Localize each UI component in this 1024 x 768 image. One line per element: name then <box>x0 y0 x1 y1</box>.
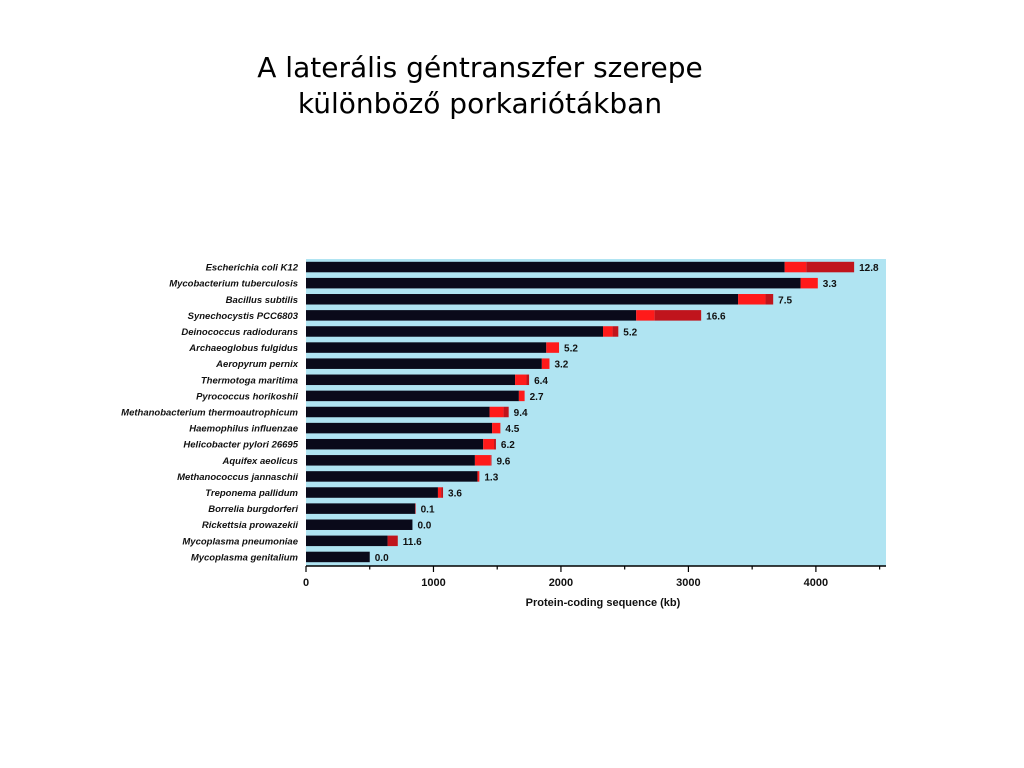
category-label: Mycobacterium tuberculosis <box>169 279 298 290</box>
bar-segment-3-16 <box>415 503 416 514</box>
category-label: Escherichia coli K12 <box>206 263 299 274</box>
category-label: Rickettsia prowazekii <box>202 520 298 531</box>
bar-segment-2-11 <box>492 423 500 434</box>
data-label: 12.8 <box>859 263 879 274</box>
x-tick-label: 0 <box>303 577 309 589</box>
category-label: Haemophilus influenzae <box>189 424 298 435</box>
data-label: 0.1 <box>421 505 435 516</box>
bar-segment-3-15 <box>441 487 443 498</box>
bar-segment-1-10 <box>306 407 490 418</box>
bar-segment-2-9 <box>519 391 525 402</box>
data-label: 0.0 <box>375 553 389 564</box>
bar-segment-1-15 <box>306 487 438 498</box>
bar-segment-2-12 <box>483 439 494 450</box>
x-axis-ticks: 0 1000 2000 3000 4000 <box>303 566 880 589</box>
x-axis-label: Protein-coding sequence (kb) <box>526 597 681 609</box>
bar-segment-2-8 <box>515 375 526 386</box>
bar-segment-1-3 <box>306 294 738 305</box>
data-label: 9.6 <box>496 456 510 467</box>
data-label: 6.4 <box>534 376 548 387</box>
bar-segment-1-18 <box>306 536 388 547</box>
bar-segment-3-5 <box>613 326 619 337</box>
bar-segment-2-5 <box>603 326 613 337</box>
category-label: Deinococcus radiodurans <box>181 327 298 338</box>
category-label: Thermotoga maritima <box>201 375 298 386</box>
category-label: Bacillus subtilis <box>226 295 298 306</box>
category-label: Synechocystis PCC6803 <box>188 311 299 322</box>
bar-segment-1-7 <box>306 358 542 369</box>
data-label: 7.5 <box>778 295 792 306</box>
category-label: Aquifex aeolicus <box>222 456 299 467</box>
data-label: 3.6 <box>448 489 462 500</box>
bar-segment-1-12 <box>306 439 483 450</box>
category-label: Methanobacterium thermoautrophicum <box>121 408 298 419</box>
data-label: 5.2 <box>623 327 637 338</box>
bar-segment-2-2 <box>801 278 818 289</box>
data-label: 2.7 <box>530 392 544 403</box>
category-label: Methanococcus jannaschii <box>177 472 298 483</box>
bar-segment-3-13 <box>491 455 492 466</box>
bar-segment-2-6 <box>546 342 559 353</box>
category-label: Helicobacter pylori 26695 <box>183 440 298 451</box>
x-axis: 0 1000 2000 3000 4000 <box>303 566 886 589</box>
bar-segment-2-10 <box>490 407 504 418</box>
bar-segment-1-1 <box>306 262 785 273</box>
category-label: Aeropyrum pernix <box>215 359 299 370</box>
bar-segment-2-13 <box>475 455 491 466</box>
bar-segment-1-6 <box>306 342 546 353</box>
bar-segment-1-4 <box>306 310 636 321</box>
data-label: 4.5 <box>505 424 519 435</box>
category-label: Mycoplasma pneumoniae <box>182 536 298 547</box>
bar-segment-1-17 <box>306 519 412 530</box>
bar-segment-3-10 <box>504 407 509 418</box>
bar-segment-2-14 <box>477 471 479 482</box>
category-label: Mycoplasma genitalium <box>191 552 299 563</box>
bar-segment-2-15 <box>438 487 441 498</box>
data-label: 6.2 <box>501 440 515 451</box>
bar-segment-3-8 <box>527 375 530 386</box>
bar-segment-1-14 <box>306 471 477 482</box>
bar-segment-1-2 <box>306 278 801 289</box>
bar-segment-3-3 <box>766 294 774 305</box>
x-tick-label: 4000 <box>804 577 828 589</box>
category-label: Treponema pallidum <box>205 488 298 499</box>
data-label: 3.3 <box>823 279 837 290</box>
data-label: 0.0 <box>417 521 431 532</box>
x-tick-label: 1000 <box>421 577 445 589</box>
category-label: Borrelia burgdorferi <box>208 504 298 515</box>
data-label: 3.2 <box>554 360 568 371</box>
bar-segment-1-9 <box>306 391 519 402</box>
data-label: 5.2 <box>564 344 578 355</box>
bar-segment-3-4 <box>655 310 702 321</box>
data-label: 9.4 <box>514 408 528 419</box>
bar-segment-2-1 <box>785 262 807 273</box>
data-label: 11.6 <box>403 537 422 548</box>
bar-segment-1-11 <box>306 423 492 434</box>
bar-segment-2-7 <box>542 358 550 369</box>
category-label: Pyrococcus horikoshii <box>196 391 298 402</box>
category-labels-group: Escherichia coli K12 Mycobacterium tuberc… <box>121 263 299 564</box>
category-label: Archaeoglobus fulgidus <box>188 343 298 354</box>
bar-segment-3-18 <box>388 536 398 547</box>
x-tick-label: 2000 <box>549 577 573 589</box>
bar-segment-3-12 <box>494 439 496 450</box>
bar-segment-3-1 <box>806 262 854 273</box>
bar-segment-2-3 <box>738 294 765 305</box>
bar-segment-2-4 <box>636 310 654 321</box>
bar-segment-1-16 <box>306 503 415 514</box>
bar-segment-1-19 <box>306 552 370 563</box>
bar-segment-1-8 <box>306 375 515 386</box>
data-label: 1.3 <box>484 472 498 483</box>
bar-segment-1-5 <box>306 326 603 337</box>
bar-segment-1-13 <box>306 455 475 466</box>
x-tick-label: 3000 <box>676 577 700 589</box>
data-label: 16.6 <box>706 311 726 322</box>
